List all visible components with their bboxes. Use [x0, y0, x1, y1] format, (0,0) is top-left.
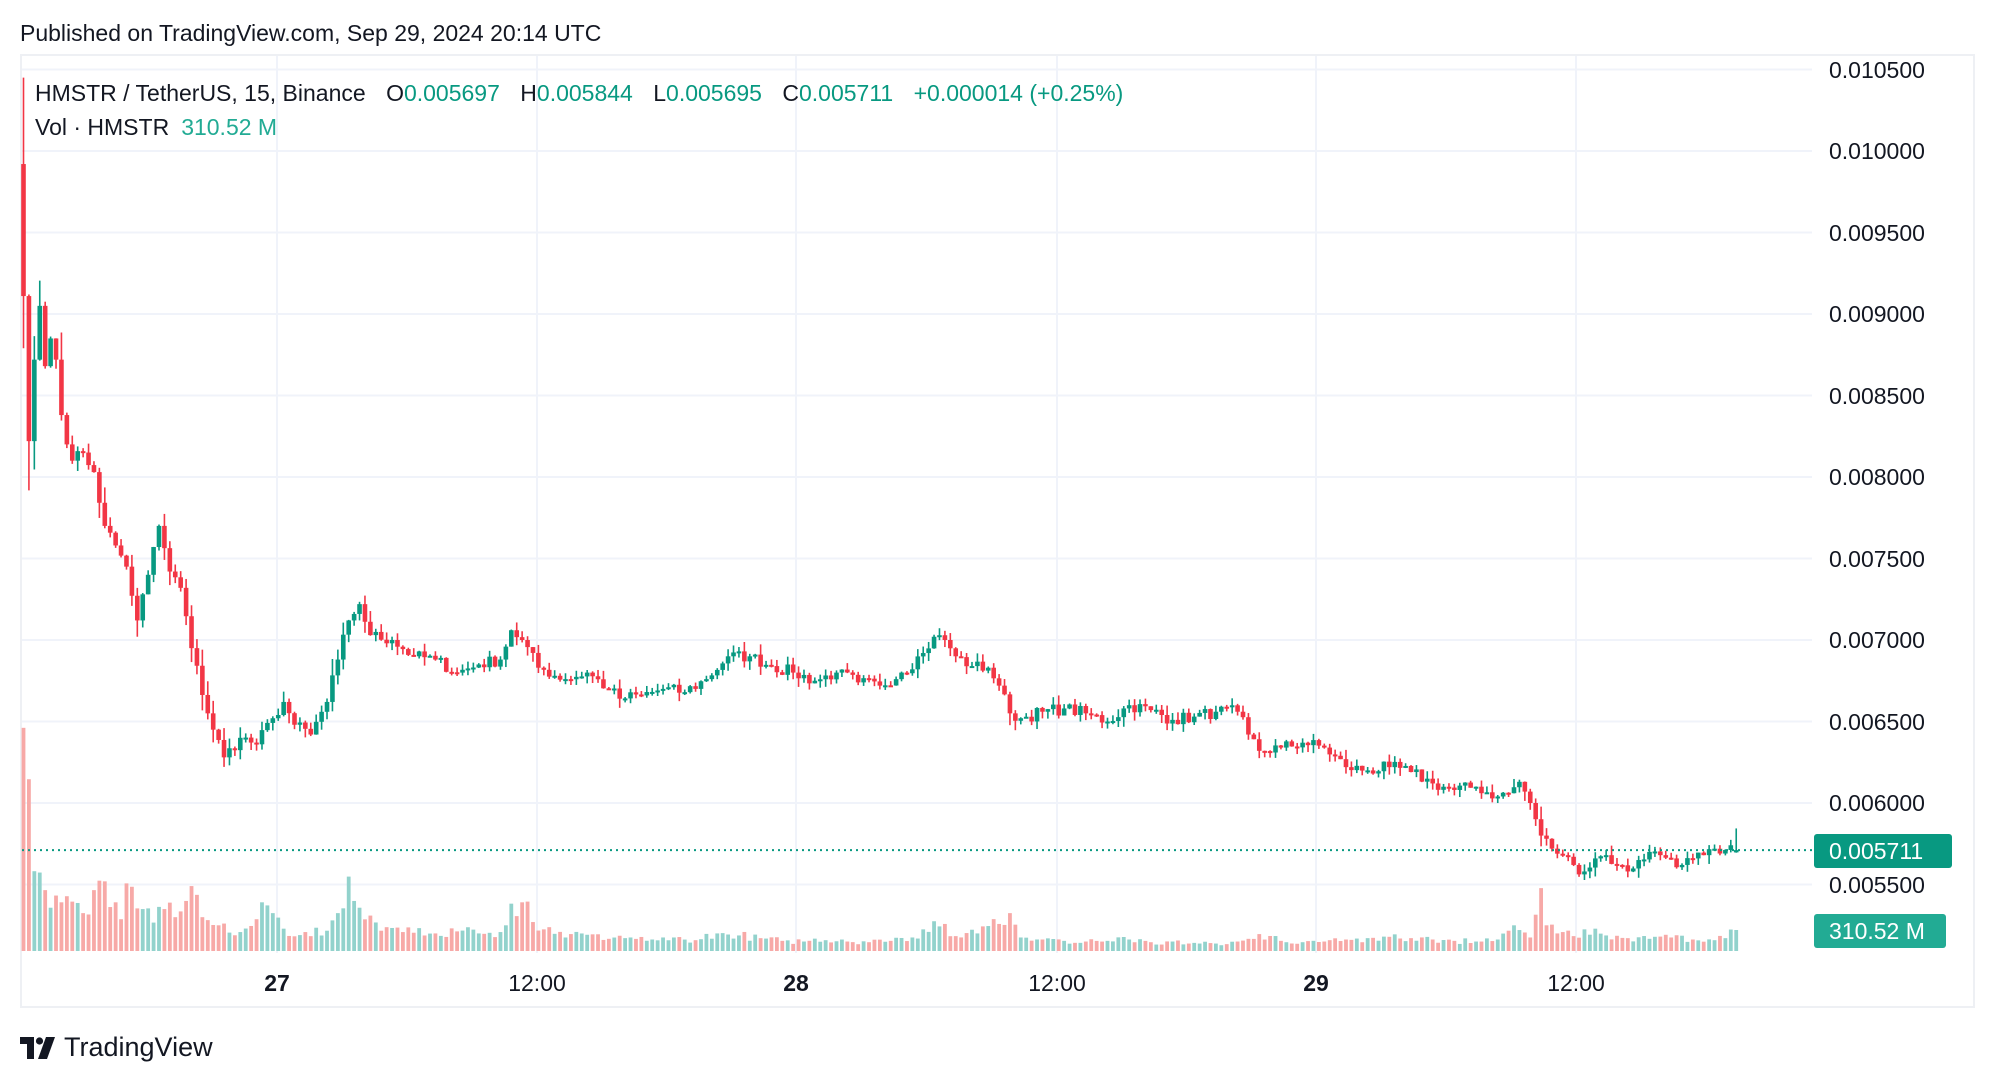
price-tick: 0.009000 [1829, 301, 1925, 327]
price-tick: 0.009500 [1829, 220, 1925, 246]
chart-frame [20, 54, 1975, 1008]
time-tick-day: 29 [1303, 970, 1329, 996]
time-tick-hour: 12:00 [1028, 970, 1086, 996]
volume-label[interactable]: Vol · HMSTR [35, 114, 170, 140]
price-tick: 0.005500 [1829, 872, 1925, 898]
candlesticks [21, 77, 1739, 881]
volume-bars [21, 727, 1739, 951]
published-caption: Published on TradingView.com, Sep 29, 20… [20, 20, 602, 46]
footer: TradingView [20, 1032, 213, 1063]
symbol-title[interactable]: HMSTR / TetherUS, 15, Binance [35, 80, 366, 106]
price-tick: 0.008500 [1829, 383, 1925, 409]
price-tick: 0.008000 [1829, 464, 1925, 490]
price-tick: 0.007000 [1829, 627, 1925, 653]
volume-row: Vol · HMSTR 310.52 M [35, 110, 1123, 144]
high-value: 0.005844 [536, 80, 633, 106]
price-tick: 0.010500 [1829, 57, 1925, 83]
price-tick: 0.010000 [1829, 138, 1925, 164]
time-tick-hour: 12:00 [508, 970, 566, 996]
tradingview-logo-icon[interactable] [20, 1036, 56, 1059]
time-tick-hour: 12:00 [1547, 970, 1605, 996]
chart-legend: HMSTR / TetherUS, 15, Binance O0.005697 … [35, 76, 1123, 144]
change-value: +0.000014 (+0.25%) [913, 80, 1124, 106]
low-label: L [653, 80, 667, 106]
grid-lines [22, 56, 1812, 953]
open-value: 0.005697 [403, 80, 500, 106]
current-volume-badge: 310.52 M [1814, 914, 1946, 948]
time-tick-day: 27 [264, 970, 290, 996]
high-label: H [520, 80, 537, 106]
volume-value: 310.52 M [181, 114, 278, 140]
price-tick: 0.006500 [1829, 709, 1925, 735]
current-price-badge: 0.005711 [1814, 834, 1952, 868]
close-value: 0.005711 [798, 80, 894, 106]
low-value: 0.005695 [666, 80, 762, 106]
price-tick: 0.007500 [1829, 546, 1925, 572]
time-tick-day: 28 [783, 970, 809, 996]
open-label: O [386, 80, 404, 106]
tradingview-brand[interactable]: TradingView [64, 1032, 213, 1062]
close-label: C [782, 80, 799, 106]
ohlc-row: HMSTR / TetherUS, 15, Binance O0.005697 … [35, 76, 1123, 110]
price-tick: 0.006000 [1829, 790, 1925, 816]
